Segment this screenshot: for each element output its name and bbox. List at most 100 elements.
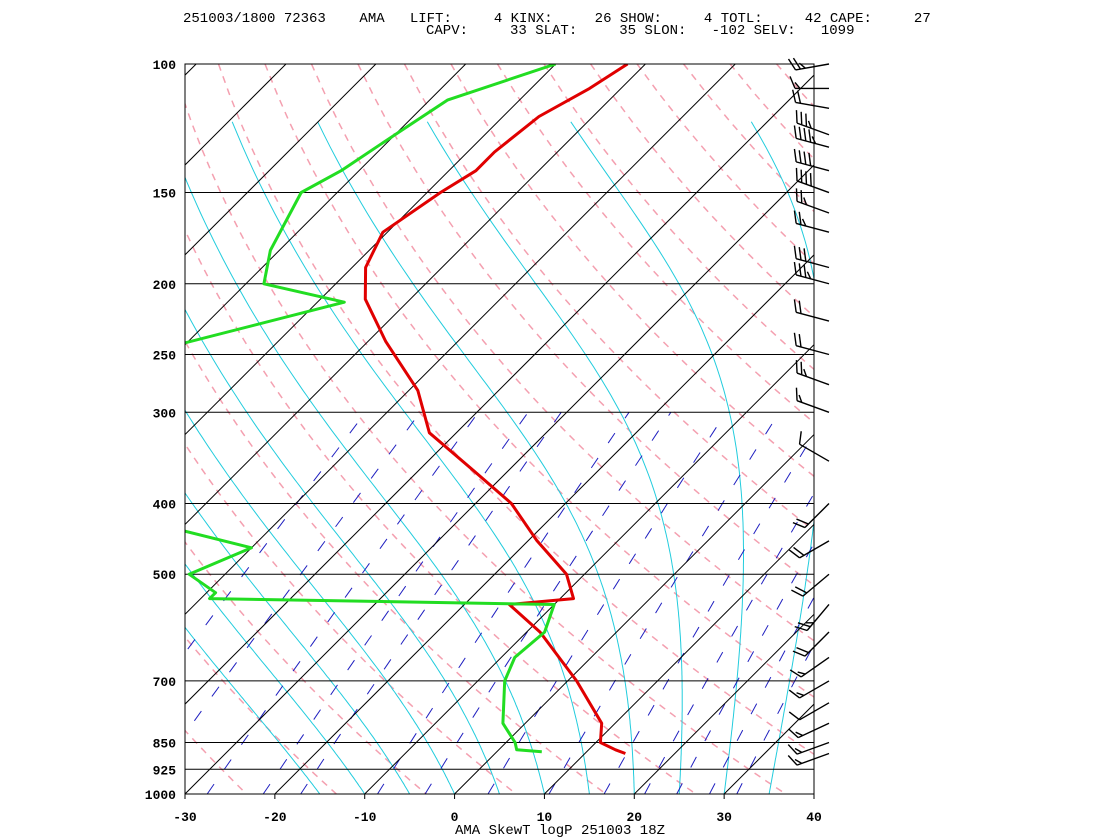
barb-feather — [808, 152, 812, 166]
moist-adiabat-35 — [750, 121, 814, 794]
isotherm--70 — [185, 64, 556, 436]
dry-adiabat-330 — [264, 64, 814, 698]
pressure-label-925: 925 — [153, 763, 177, 778]
dry-adiabat-300 — [185, 228, 697, 794]
barb-feather — [803, 264, 807, 278]
barb-feather — [788, 728, 799, 739]
barb-staff — [799, 443, 830, 462]
barb-staff — [797, 722, 830, 739]
dry-adiabat-480 — [963, 64, 1120, 794]
barb-feather — [791, 589, 804, 597]
dry-adiabat-470 — [916, 64, 1120, 794]
mixing-ratio-30 — [736, 643, 814, 794]
barb-feather — [795, 110, 798, 124]
barb-staff — [799, 680, 830, 699]
barb-feather — [803, 197, 808, 206]
wind-barb — [793, 148, 830, 172]
dry-adiabat-450 — [823, 64, 1120, 794]
wind-barb — [793, 245, 830, 269]
wind-barb — [787, 741, 830, 755]
barb-feather — [788, 711, 800, 721]
wind-barb — [789, 656, 830, 678]
plot-border — [184, 63, 815, 795]
isotherm--120 — [0, 64, 106, 794]
barb-feather — [797, 671, 806, 675]
barb-feather — [798, 300, 802, 314]
wind-barb — [788, 680, 830, 699]
barb-feather — [793, 210, 797, 224]
mixing-ratio-0.2 — [185, 412, 421, 735]
mixing-ratio-20 — [676, 542, 814, 794]
wind-barbs — [787, 57, 830, 766]
wind-barb — [798, 431, 830, 462]
barb-feather — [803, 127, 807, 142]
wind-barb — [788, 540, 830, 559]
mixing-ratio-0.4 — [206, 412, 479, 794]
isotherm-10 — [544, 523, 814, 794]
barb-feather — [798, 247, 802, 261]
barb-feather — [795, 167, 798, 181]
barb-staff — [802, 573, 830, 597]
barb-staff — [799, 702, 830, 721]
isotherm--130 — [0, 64, 16, 794]
barb-staff — [795, 63, 830, 71]
moist-adiabat--15 — [185, 626, 321, 794]
mixing-ratio-0.7 — [262, 412, 529, 794]
isotherm--100 — [185, 64, 287, 166]
barb-feather — [796, 692, 805, 697]
barb-feather — [803, 368, 808, 377]
barb-feather — [792, 521, 806, 529]
moist-adiabat-15 — [231, 121, 590, 794]
dry-adiabat-420 — [683, 64, 814, 213]
barb-staff — [796, 400, 830, 413]
barb-staff — [795, 274, 830, 285]
wind-barb — [792, 631, 830, 657]
barb-staff — [804, 503, 830, 529]
moist-adiabat-25 — [426, 121, 683, 794]
wind-barb — [793, 299, 830, 322]
dry-adiabat-340 — [310, 64, 814, 642]
barb-feather — [793, 261, 797, 276]
wind-barb — [791, 89, 830, 109]
isotherm--60 — [185, 64, 646, 526]
dry-adiabat-460 — [870, 64, 1120, 794]
barb-feather — [794, 758, 803, 764]
wind-barb — [791, 573, 830, 597]
plot-frame — [184, 63, 815, 795]
barb-staff — [796, 122, 830, 136]
wind-barb — [795, 188, 830, 214]
barb-feather — [794, 625, 808, 632]
barb-staff — [795, 258, 830, 269]
dry-adiabat-250 — [185, 729, 248, 794]
temp-label--10: -10 — [353, 810, 377, 825]
barb-feather — [795, 731, 804, 737]
isotherm--40 — [185, 74, 814, 705]
barb-staff — [795, 161, 830, 172]
isotherm--90 — [185, 64, 377, 256]
wind-barb — [793, 261, 830, 285]
isotherm-40 — [813, 793, 814, 794]
moist-adiabat-20 — [317, 121, 635, 794]
dry-adiabat-440 — [776, 64, 814, 108]
barb-feather — [800, 190, 803, 204]
barb-feather — [805, 171, 808, 185]
dry-adiabat-390 — [543, 64, 814, 371]
moist-adiabat--5 — [185, 492, 411, 794]
barb-feather — [809, 173, 812, 187]
barb-feather — [788, 689, 800, 699]
temp-label-20: 20 — [626, 810, 642, 825]
wind-barb — [789, 76, 829, 90]
pressure-label-700: 700 — [153, 675, 177, 690]
barb-feather — [794, 747, 803, 753]
barb-feather — [793, 299, 797, 313]
barb-feather — [789, 76, 796, 89]
barb-staff — [796, 752, 830, 766]
wind-barb — [787, 752, 830, 766]
barb-feather — [798, 263, 802, 277]
barb-feather — [798, 126, 802, 140]
barb-feather — [792, 650, 806, 657]
temp-label-10: 10 — [537, 810, 553, 825]
barb-staff — [806, 604, 830, 631]
barb-staff — [796, 200, 830, 214]
